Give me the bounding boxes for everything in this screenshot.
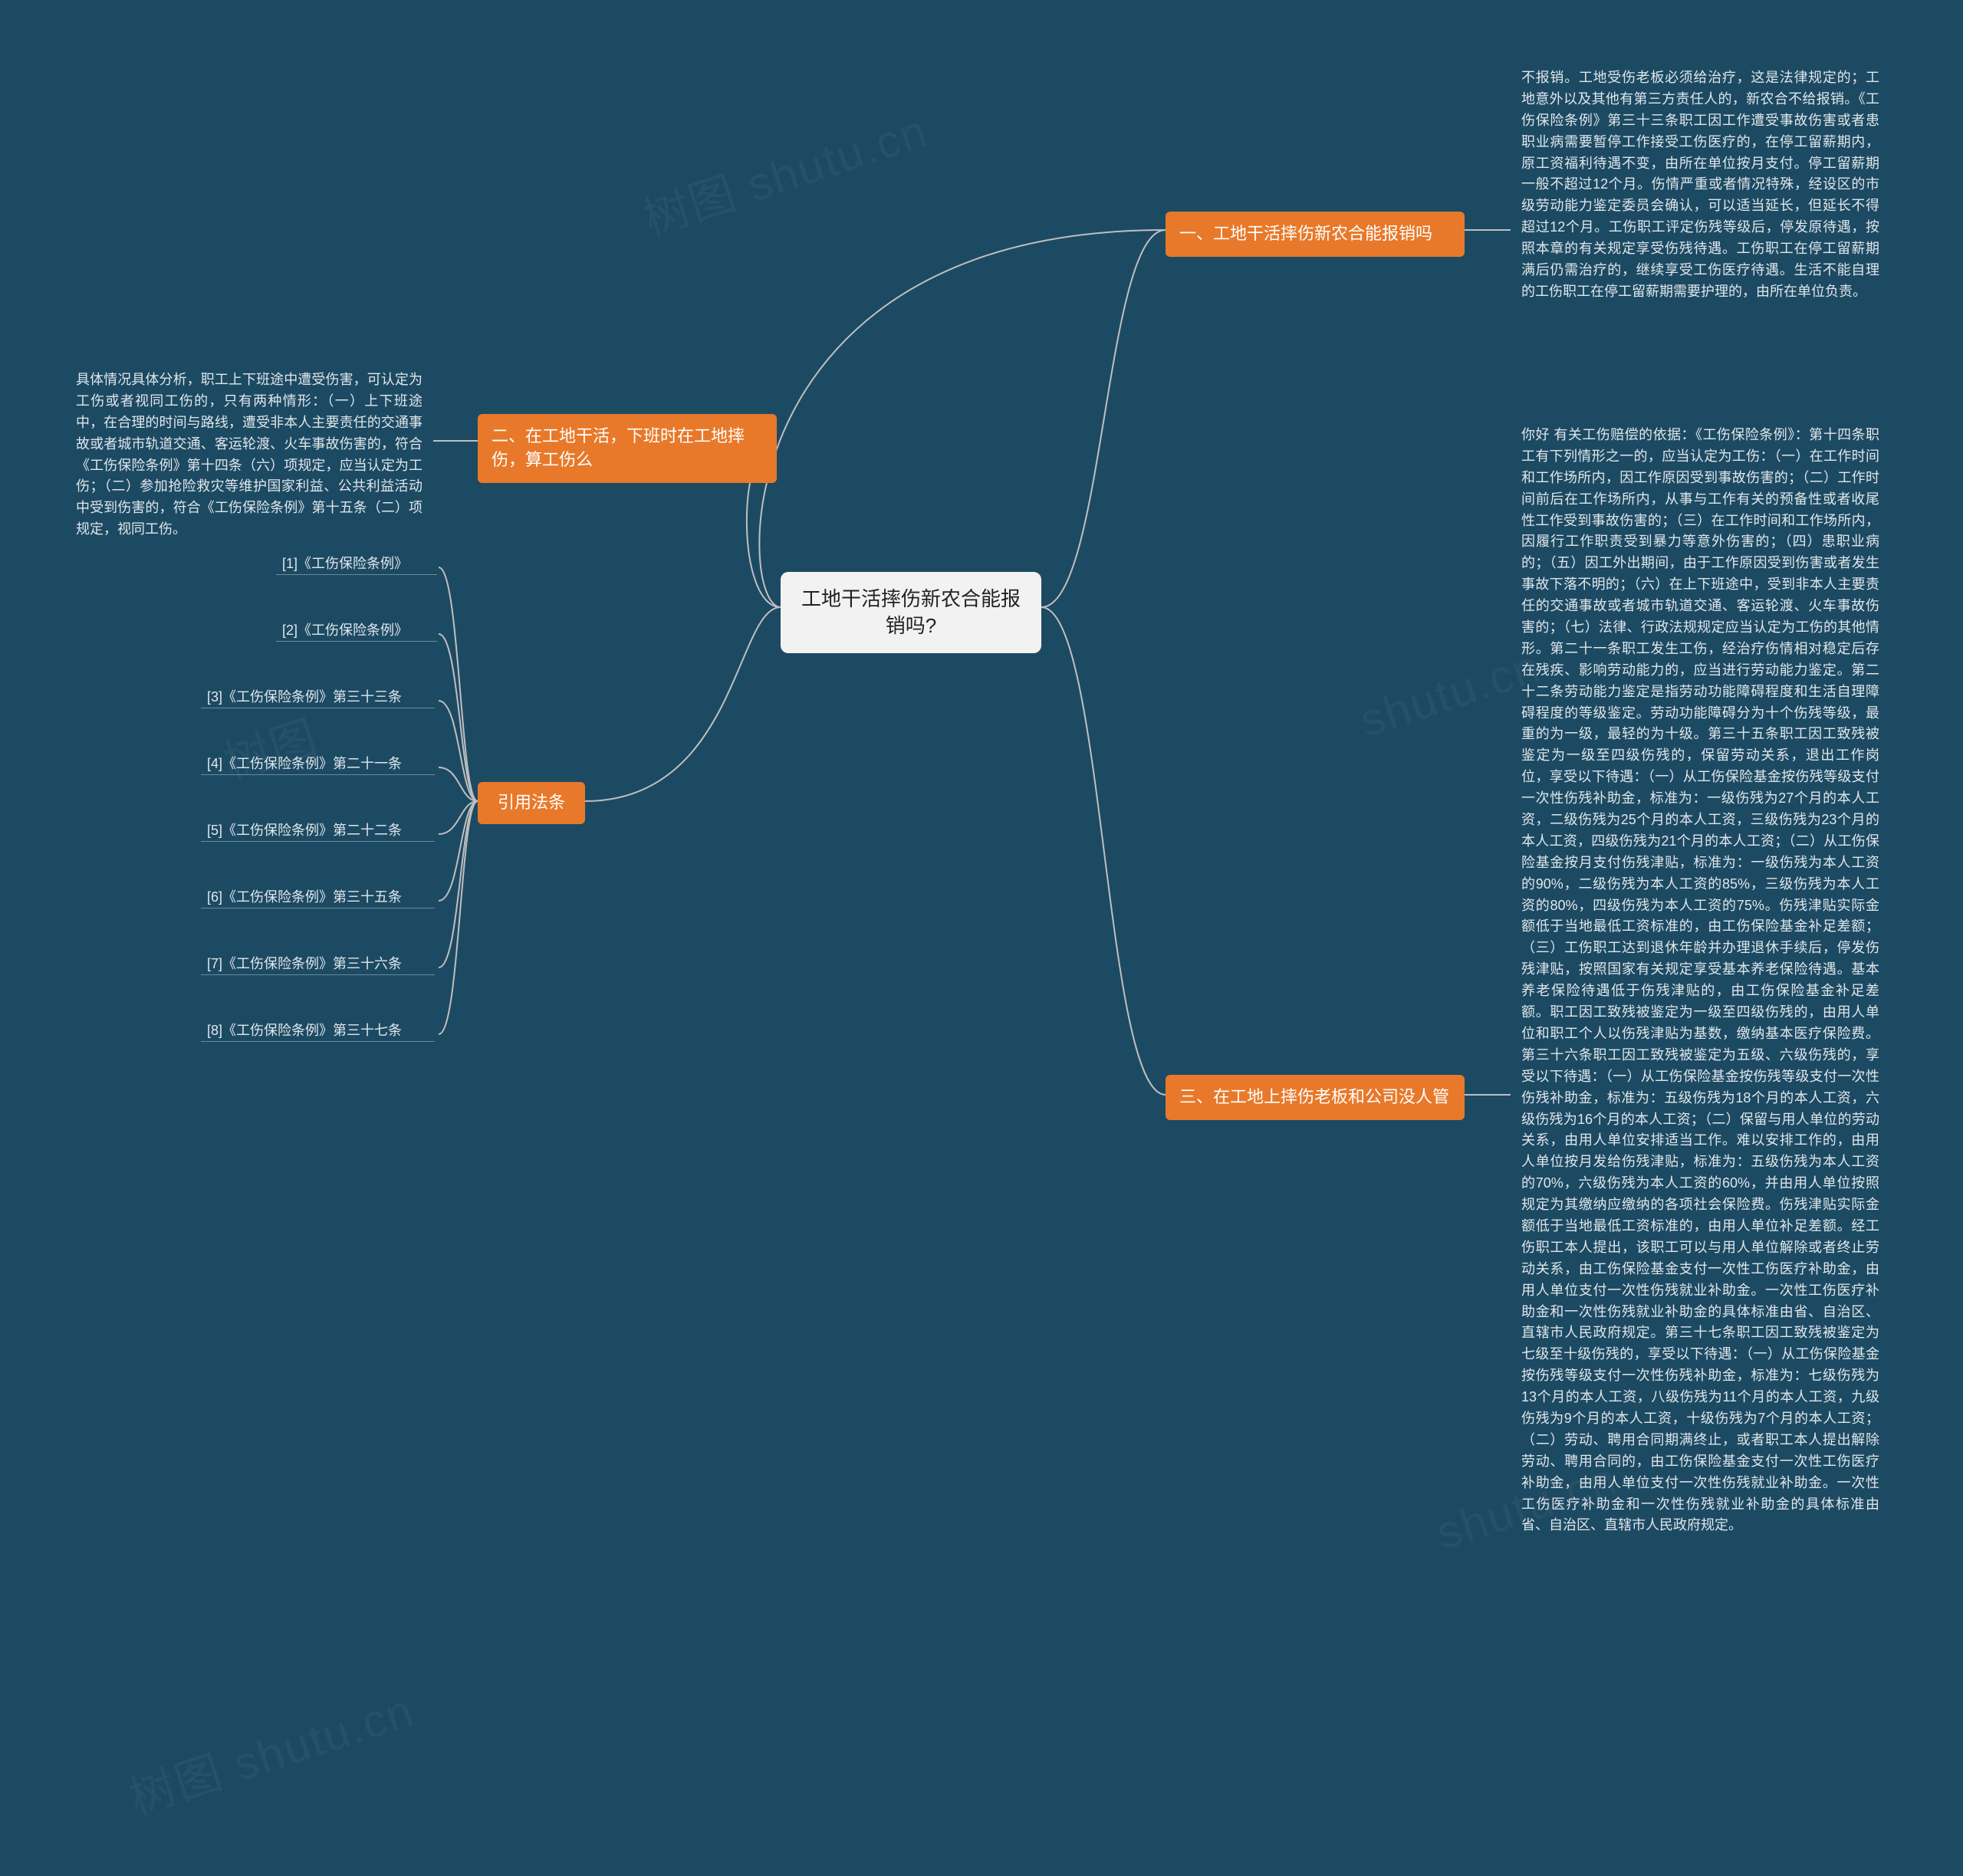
- reference-item-text: [2]《工伤保险条例》: [282, 623, 408, 638]
- connector: [759, 230, 1166, 607]
- connector: [439, 701, 478, 801]
- reference-item-text: [4]《工伤保险条例》第二十一条: [207, 756, 402, 771]
- mindmap-canvas: 树图 shutu.cnshutu.cn树图树图 shutu.cnshutu.cn…: [0, 0, 1963, 1876]
- reference-item-text: [8]《工伤保险条例》第三十七条: [207, 1023, 402, 1038]
- branch-3[interactable]: 三、在工地上摔伤老板和公司没人管: [1166, 1075, 1465, 1120]
- watermark: 树图 shutu.cn: [633, 94, 935, 249]
- connector: [439, 634, 478, 801]
- reference-underline: [201, 774, 435, 775]
- branch-3-label: 三、在工地上摔伤老板和公司没人管: [1179, 1087, 1449, 1106]
- watermark: 树图: [215, 700, 326, 793]
- reference-item-text: [1]《工伤保险条例》: [282, 556, 408, 571]
- branch-3-detail-text: 你好 有关工伤赔偿的依据：《工伤保险条例》：第十四条职工有下列情形之一的，应当认…: [1521, 427, 1879, 1533]
- connector: [1041, 230, 1166, 607]
- branch-2-label: 二、在工地干活，下班时在工地摔伤，算工伤么: [492, 426, 745, 469]
- branch-1-detail: 不报销。工地受伤老板必须给治疗，这是法律规定的；工地意外以及其他有第三方责任人的…: [1511, 60, 1890, 310]
- branch-1-detail-text: 不报销。工地受伤老板必须给治疗，这是法律规定的；工地意外以及其他有第三方责任人的…: [1521, 70, 1879, 299]
- connector: [439, 767, 478, 801]
- reference-underline: [201, 840, 435, 842]
- reference-underline: [276, 573, 437, 575]
- branch-references-label: 引用法条: [498, 793, 565, 812]
- reference-underline: [201, 707, 435, 708]
- connector: [439, 801, 478, 968]
- branch-3-detail: 你好 有关工伤赔偿的依据：《工伤保险条例》：第十四条职工有下列情形之一的，应当认…: [1511, 417, 1890, 1544]
- reference-underline: [201, 1040, 435, 1042]
- reference-underline: [276, 640, 437, 642]
- branch-2-detail: 具体情况具体分析，职工上下班途中遭受伤害，可认定为工伤或者视同工伤的，只有两种情…: [65, 362, 433, 548]
- reference-item-text: [3]《工伤保险条例》第三十三条: [207, 689, 402, 705]
- reference-underline: [201, 974, 435, 975]
- watermark: 树图 shutu.cn: [120, 1674, 422, 1828]
- connector: [439, 567, 478, 801]
- reference-underline: [201, 907, 435, 908]
- connector: [585, 607, 781, 801]
- reference-item-text: [6]《工伤保险条例》第三十五条: [207, 889, 402, 905]
- branch-1[interactable]: 一、工地干活摔伤新农合能报销吗: [1166, 212, 1465, 257]
- root-node[interactable]: 工地干活摔伤新农合能报销吗?: [781, 572, 1041, 653]
- connector: [439, 801, 478, 1034]
- connector: [439, 801, 478, 834]
- branch-references[interactable]: 引用法条: [478, 782, 585, 824]
- connector: [439, 801, 478, 901]
- branch-2-detail-text: 具体情况具体分析，职工上下班途中遭受伤害，可认定为工伤或者视同工伤的，只有两种情…: [76, 372, 423, 537]
- root-label: 工地干活摔伤新农合能报销吗?: [801, 587, 1021, 637]
- branch-2[interactable]: 二、在工地干活，下班时在工地摔伤，算工伤么: [478, 414, 777, 483]
- reference-item-text: [5]《工伤保险条例》第二十二条: [207, 823, 402, 838]
- reference-item-text: [7]《工伤保险条例》第三十六条: [207, 956, 402, 971]
- connector: [1041, 607, 1166, 1095]
- branch-1-label: 一、工地干活摔伤新农合能报销吗: [1179, 224, 1432, 243]
